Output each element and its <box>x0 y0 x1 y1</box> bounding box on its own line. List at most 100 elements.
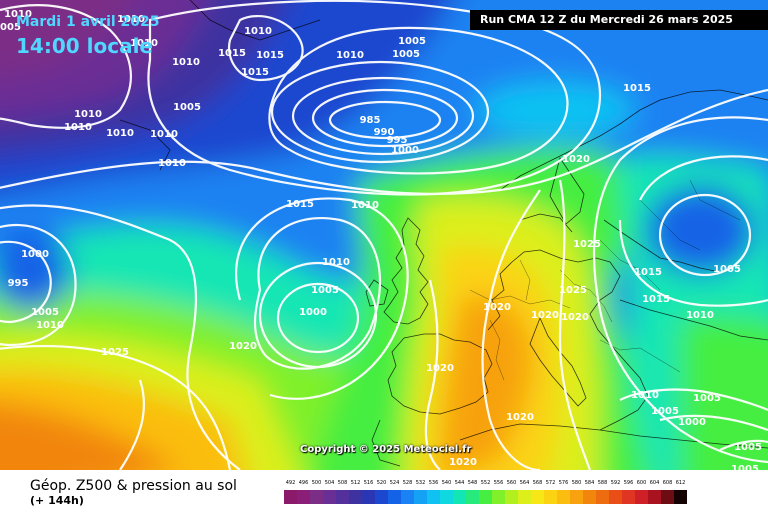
pressure-label: 1010 <box>74 109 102 120</box>
pressure-map: 1010 1005 1010 1010 1015 1015 1010 1015 1010 1010… <box>0 0 768 470</box>
pressure-label: 1015 <box>623 83 651 94</box>
pressure-label: 1015 <box>256 50 284 61</box>
pressure-label: 1010 <box>351 200 379 211</box>
legend-value: 544 <box>454 480 465 486</box>
legend-swatch <box>622 490 635 504</box>
legend-swatch <box>427 490 440 504</box>
pressure-label: 1020 <box>483 302 511 313</box>
chart-title: Géop. Z500 & pression au sol <box>30 478 237 494</box>
pressure-label: 1015 <box>634 267 662 278</box>
legend-value: 564 <box>519 480 530 486</box>
coastlines <box>119 0 768 467</box>
legend-swatch <box>453 490 466 504</box>
pressure-label: 1010 <box>631 390 659 401</box>
legend-value: 612 <box>675 480 686 486</box>
legend-value: 496 <box>298 480 309 486</box>
pressure-label: 1025 <box>573 239 601 250</box>
pressure-label: 985 <box>360 115 381 126</box>
pressure-label: 1005 <box>31 307 59 318</box>
legend-value: 536 <box>428 480 439 486</box>
legend-swatch <box>388 490 401 504</box>
pressure-label: 1010 <box>117 14 145 25</box>
legend-swatch <box>648 490 661 504</box>
legend-value: 604 <box>649 480 660 486</box>
pressure-label: 1010 <box>106 128 134 139</box>
pressure-labels: 1010 1005 1010 1010 1015 1015 1010 1015 1010 1010… <box>0 9 762 470</box>
pressure-label: 1005 <box>311 285 339 296</box>
legend-swatch <box>531 490 544 504</box>
legend-value: 596 <box>623 480 634 486</box>
legend-swatch <box>479 490 492 504</box>
pressure-label: 1010 <box>322 257 350 268</box>
legend-value: 592 <box>610 480 621 486</box>
pressure-label: 1000 <box>678 417 706 428</box>
geopotential-field <box>0 0 768 470</box>
legend-swatch <box>336 490 349 504</box>
legend-swatch <box>297 490 310 504</box>
legend-value: 588 <box>597 480 608 486</box>
legend-swatch <box>401 490 414 504</box>
pressure-label: 1010 <box>64 122 92 133</box>
legend-swatch <box>362 490 375 504</box>
legend-value: 556 <box>493 480 504 486</box>
legend-swatch <box>596 490 609 504</box>
pressure-label: 1015 <box>286 199 314 210</box>
legend-swatch <box>570 490 583 504</box>
pressure-label: 1020 <box>449 457 477 468</box>
pressure-label: 1010 <box>686 310 714 321</box>
legend-value: 492 <box>285 480 296 486</box>
pressure-label: 1010 <box>36 320 64 331</box>
pressure-label: 1020 <box>562 154 590 165</box>
legend-swatch <box>466 490 479 504</box>
pressure-label: 1010 <box>4 9 32 20</box>
pressure-label: 1010 <box>336 50 364 61</box>
pressure-label: 1020 <box>531 310 559 321</box>
legend-swatch <box>414 490 427 504</box>
pressure-label: 1025 <box>559 285 587 296</box>
pressure-label: 1010 <box>150 129 178 140</box>
pressure-label: 1000 <box>299 307 327 318</box>
pressure-label: 1000 <box>21 249 49 260</box>
legend-swatch <box>609 490 622 504</box>
pressure-label: 990 <box>374 127 395 138</box>
pressure-label: 1005 <box>651 406 679 417</box>
legend-swatch <box>674 490 687 504</box>
legend-swatch <box>583 490 596 504</box>
legend-value: 576 <box>558 480 569 486</box>
forecast-hour: (+ 144h) <box>30 494 84 507</box>
pressure-label: 1010 <box>158 158 186 169</box>
legend-value: 552 <box>480 480 491 486</box>
legend-value: 540 <box>441 480 452 486</box>
legend-swatch <box>505 490 518 504</box>
legend-swatch <box>635 490 648 504</box>
pressure-label: 1005 <box>731 464 759 470</box>
legend-swatch <box>440 490 453 504</box>
run-info: Run CMA 12 Z du Mercredi 26 mars 2025 <box>470 10 768 30</box>
pressure-label: 995 <box>387 135 408 146</box>
legend-swatch <box>349 490 362 504</box>
legend-swatch <box>544 490 557 504</box>
pressure-label: 1005 <box>734 442 762 453</box>
pressure-label: 1015 <box>241 67 269 78</box>
legend-value: 608 <box>662 480 673 486</box>
legend-value: 504 <box>324 480 335 486</box>
pressure-label: 1015 <box>642 294 670 305</box>
pressure-label: 1010 <box>130 38 158 49</box>
pressure-label: 1005 <box>0 22 21 33</box>
pressure-label: 1020 <box>506 412 534 423</box>
legend-value: 600 <box>636 480 647 486</box>
pressure-label: 1005 <box>398 36 426 47</box>
forecast-date: Mardi 1 avril 2025 <box>16 14 160 30</box>
legend-swatch <box>284 490 297 504</box>
legend-swatch <box>557 490 570 504</box>
legend-value: 524 <box>389 480 400 486</box>
pressure-label: 1015 <box>218 48 246 59</box>
legend-labels: 492 496 500 504 508 512 516 520 524 528 532 536 540 5… <box>284 480 752 490</box>
pressure-label: 1005 <box>173 102 201 113</box>
pressure-label: 1005 <box>693 393 721 404</box>
legend-value: 548 <box>467 480 478 486</box>
legend-value: 572 <box>545 480 556 486</box>
pressure-label: 1005 <box>713 264 741 275</box>
legend-swatch <box>375 490 388 504</box>
